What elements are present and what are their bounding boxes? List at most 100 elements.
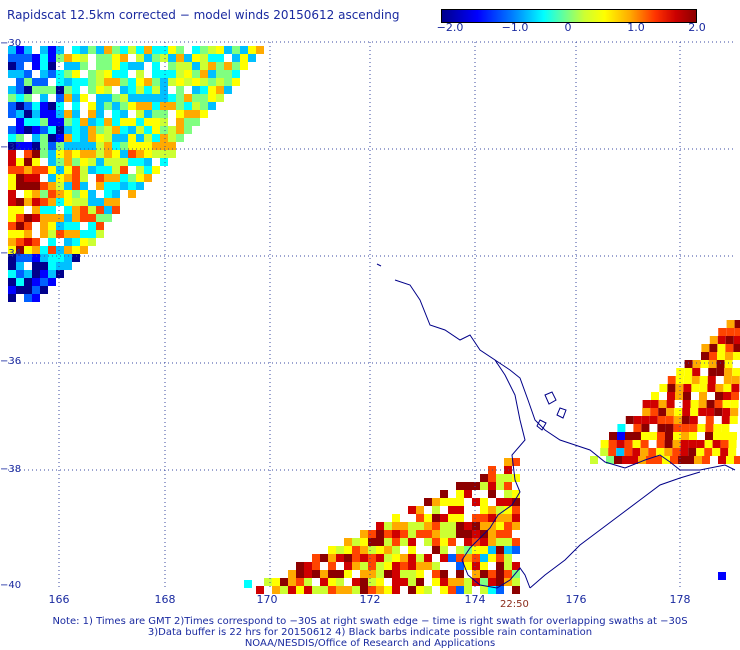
wind-cell [160,46,168,54]
wind-cell [728,440,737,448]
wind-cell [718,572,726,580]
wind-cell [80,78,88,86]
wind-cell [472,498,480,506]
wind-cell [280,586,288,594]
wind-cell [16,134,24,142]
wind-cell [232,78,240,86]
wind-cell [72,254,80,262]
wind-cell [659,384,668,392]
wind-cell [40,286,48,294]
wind-cell [72,198,80,206]
wind-cell [376,546,384,554]
wind-cell [432,538,440,546]
wind-cell [224,46,232,54]
wind-cell [384,530,392,538]
wind-cell [40,190,48,198]
wind-cell [692,368,701,376]
wind-cell [192,86,200,94]
wind-cell [717,344,726,352]
wind-cell [456,570,464,578]
wind-cell [424,586,432,594]
wind-cell [416,522,424,530]
wind-cell [208,78,216,86]
wind-cell [8,230,16,238]
wind-cell [280,578,288,586]
wind-cell [128,142,136,150]
wind-cell [16,182,24,190]
wind-cell [688,440,697,448]
wind-cell [104,86,112,94]
wind-cell [448,522,456,530]
wind-cell [456,498,464,506]
wind-cell [616,440,625,448]
wind-cell [40,62,48,70]
wind-cell [733,336,740,344]
wind-cell [360,530,368,538]
wind-cell [689,432,697,440]
wind-cell [614,456,622,464]
wind-cell [128,190,136,198]
wind-cell [312,570,320,578]
wind-cell [656,440,665,448]
wind-cell [104,182,112,190]
wind-cell [96,198,104,206]
wind-cell [632,440,641,448]
wind-cell [208,86,216,94]
wind-cell [120,62,128,70]
wind-cell [8,94,16,102]
wind-cell [72,118,80,126]
wind-cell [696,448,705,456]
wind-cell [64,206,72,214]
wind-cell [136,70,144,78]
lat-label-40: −40 [0,580,22,591]
wind-cell [733,352,740,360]
wind-cell [48,150,56,158]
wind-cell [248,54,256,62]
wind-cell [504,482,512,490]
wind-cell [328,586,336,594]
wind-cell [88,126,96,134]
wind-cell [40,182,48,190]
wind-cell [64,198,72,206]
wind-cell [488,578,496,586]
wind-cell [24,238,32,246]
wind-cell [56,126,64,134]
wind-cell [24,174,32,182]
wind-cell [24,54,32,62]
wind-cell [8,190,16,198]
wind-cell [712,448,721,456]
wind-cell [80,118,88,126]
wind-cell [416,514,424,522]
wind-cell [48,54,56,62]
wind-cell [504,490,512,498]
wind-cell [702,456,710,464]
wind-cell [336,578,344,586]
wind-cell [72,222,80,230]
wind-cell [56,214,64,222]
wind-cell [504,474,512,482]
wind-cell [72,134,80,142]
wind-cell [480,474,488,482]
wind-cell [408,538,416,546]
wind-cell [640,440,649,448]
wind-cell [689,424,698,432]
wind-cell [682,408,691,416]
wind-cell [224,86,232,94]
wind-cell [725,336,734,344]
wind-cell [24,278,32,286]
wind-cell [296,562,304,570]
wind-cell [128,126,136,134]
wind-cell [665,424,674,432]
wind-cell [96,182,104,190]
colorbar-tick-1: −2.0 [436,21,464,34]
wind-cell [432,562,440,570]
wind-cell [690,408,699,416]
north-island-east-coast [494,359,736,471]
wind-cell [708,360,717,368]
wind-cell [56,78,64,86]
wind-cell [707,376,716,384]
wind-cell [716,368,725,376]
wind-cell [232,62,240,70]
wind-cell [16,102,24,110]
wind-cell [504,458,512,466]
